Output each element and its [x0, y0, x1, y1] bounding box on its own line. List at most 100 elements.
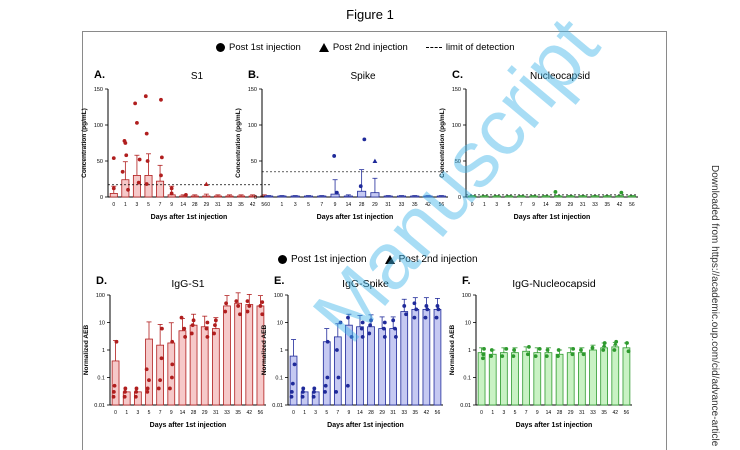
data-point [382, 326, 386, 331]
data-point [553, 190, 558, 194]
x-tick-label: 28 [192, 202, 198, 208]
bar [178, 330, 187, 406]
data-point [191, 318, 196, 323]
y-tick-label: 150 [248, 87, 257, 93]
legend-triangle-marker [384, 255, 395, 264]
x-tick-label: 9 [532, 202, 535, 208]
data-point [360, 320, 365, 325]
y-tick-label: 0.01 [94, 403, 105, 409]
panel-letter: A. [94, 69, 105, 81]
data-point [489, 348, 494, 352]
data-point [301, 386, 306, 391]
bar [370, 192, 380, 198]
panel-letter: E. [274, 275, 284, 287]
data-point [556, 354, 560, 359]
data-point [189, 331, 194, 336]
x-tick-label: 1 [491, 410, 494, 416]
x-axis-label: Days after 1st injection [150, 422, 227, 429]
download-note: Downloaded from https://academic.oup.com… [709, 165, 720, 447]
data-point [362, 137, 367, 142]
y-tick-label: 10 [277, 321, 283, 327]
data-point [556, 348, 561, 352]
data-point [170, 362, 175, 367]
data-point [504, 346, 509, 351]
x-tick-label: 14 [180, 410, 186, 416]
data-point [325, 375, 330, 380]
y-tick-label: 1 [102, 348, 105, 354]
x-tick-label: 9 [334, 202, 337, 208]
data-point [335, 348, 339, 352]
data-point [369, 318, 373, 323]
data-point [145, 159, 150, 163]
data-point [145, 386, 150, 391]
data-point [367, 331, 372, 336]
data-point [601, 348, 606, 352]
data-point [205, 320, 210, 325]
y-axis-label: Concentration (pg/mL) [439, 108, 446, 178]
data-point [323, 383, 328, 388]
x-tick-label: 42 [424, 410, 430, 416]
figure-frame [82, 31, 667, 450]
data-point-triangle [203, 181, 209, 187]
data-point [159, 173, 163, 178]
panel-title: IgG-Nucleocapsid [512, 278, 596, 290]
x-tick-label: 1 [125, 410, 128, 416]
data-point [402, 304, 407, 308]
x-tick-label: 5 [325, 410, 328, 416]
legend-circle-marker [216, 43, 225, 52]
bar [212, 328, 220, 406]
bar [622, 347, 631, 406]
legend-post2-label: Post 2nd injection [332, 42, 408, 53]
panel-letter: B. [248, 69, 259, 81]
x-axis-label: Days after 1st injection [516, 422, 593, 429]
x-tick-label: 31 [385, 202, 391, 208]
bar [611, 346, 620, 406]
x-tick-label: 7 [336, 410, 339, 416]
data-point [489, 354, 493, 359]
bar [544, 352, 553, 406]
data-point [312, 386, 317, 391]
data-point [500, 354, 505, 359]
x-tick-label: 33 [592, 202, 598, 208]
x-tick-label: 28 [359, 202, 365, 208]
data-point [135, 120, 139, 125]
bar [500, 352, 508, 406]
bar [400, 311, 409, 406]
x-tick-label: 5 [514, 410, 517, 416]
x-tick-label: 35 [413, 410, 419, 416]
bar [522, 350, 530, 406]
x-tick-label: 31 [213, 410, 219, 416]
bar [145, 338, 153, 406]
bar [234, 302, 242, 406]
legend-post2-label: Post 2nd injection [398, 254, 478, 265]
data-point [123, 389, 127, 394]
data-point [143, 94, 148, 99]
y-tick-label: 150 [94, 87, 103, 93]
data-point [404, 312, 408, 317]
x-tick-label: 35 [601, 410, 607, 416]
x-tick-label: 0 [267, 202, 270, 208]
x-tick-label: 3 [495, 202, 498, 208]
bar [389, 328, 398, 406]
x-tick-label: 33 [399, 202, 405, 208]
data-point [111, 156, 116, 161]
data-point [571, 346, 576, 351]
data-point [137, 157, 142, 162]
y-tick-label: 100 [462, 293, 471, 299]
x-tick-label: 56 [258, 410, 264, 416]
data-point [581, 352, 586, 357]
data-point [346, 315, 350, 320]
data-point [391, 318, 396, 323]
x-tick-label: 9 [536, 410, 539, 416]
data-point [512, 348, 516, 352]
data-point [626, 349, 631, 354]
data-point [169, 186, 174, 191]
data-point [412, 315, 417, 320]
x-tick-label: 14 [180, 202, 186, 208]
y-tick-label: 1 [468, 348, 471, 354]
x-tick-label: 0 [112, 202, 115, 208]
y-tick-label: 50 [251, 159, 257, 165]
